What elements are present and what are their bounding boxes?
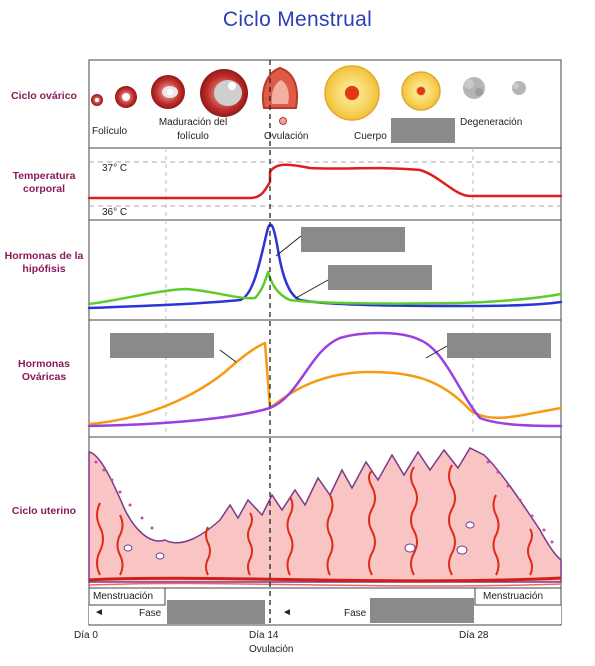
hidden-label-fsh <box>328 265 432 290</box>
row-label-pituitary: Hormonas de la hipófisis <box>4 250 84 275</box>
progesterone-curve <box>87 331 563 428</box>
label-degeneration: Degeneración <box>460 117 523 128</box>
temperature-low-mark: 36° C <box>102 207 128 218</box>
phase-right-arrow: ◄ <box>282 607 292 618</box>
row-label-ovarian-hormones: Hormonas Ováricas <box>18 358 70 383</box>
menstruation-right-box <box>474 587 562 606</box>
label-corpus: Cuerpo <box>354 131 387 142</box>
uterine-illustration <box>88 447 562 587</box>
endometrium-lining <box>88 447 562 583</box>
label-follicle: Folículo <box>92 126 128 137</box>
spiral-arteries <box>96 464 533 576</box>
hidden-phase-right <box>370 598 474 623</box>
phase-right-label: Fase <box>344 608 367 619</box>
row-label-uterine: Ciclo uterino <box>11 505 77 517</box>
phase-left-label: Fase <box>139 608 162 619</box>
diagram-title: Ciclo Menstrual <box>222 8 373 31</box>
basal-vessel <box>88 576 562 583</box>
hidden-label-corpus-type <box>391 118 455 143</box>
corpus-albicans-small-icon <box>512 81 526 95</box>
leader-lines <box>219 235 448 363</box>
corpus-albicans-large-icon <box>463 77 485 99</box>
fsh-curve <box>87 270 563 306</box>
day-0-label: Día 0 <box>74 630 98 641</box>
label-maturation: Maduración del folículo <box>158 117 228 142</box>
temperature-curve <box>87 163 563 200</box>
hidden-label-progesterone <box>447 333 551 358</box>
panel-frames <box>88 59 562 626</box>
temperature-reference-lines <box>89 161 561 207</box>
lh-curve <box>87 223 563 310</box>
estrogen-curve <box>87 341 563 426</box>
hidden-label-lh <box>301 227 405 252</box>
temperature-high-mark: 37° C <box>102 163 128 174</box>
follicle-large-icon <box>151 75 185 109</box>
shedding-dots <box>94 460 554 544</box>
row-label-temperature: Temperatura corporal <box>12 170 76 195</box>
hidden-phase-left <box>167 600 265 624</box>
basal-vessel-2 <box>88 582 562 587</box>
menstruation-left-label: Menstruación <box>93 591 154 602</box>
glands <box>123 521 475 560</box>
ovarian-cycle-icons <box>91 65 526 125</box>
temperature-panel <box>88 147 562 221</box>
phase-left-arrow: ◄ <box>94 607 104 618</box>
follicle-medium-icon <box>115 86 137 108</box>
day-28-label: Día 28 <box>459 630 489 641</box>
ovulation-day-label: Ovulación <box>249 644 294 655</box>
curves <box>87 163 563 428</box>
menstruation-left-box <box>88 587 166 606</box>
follicle-small-icon <box>91 94 103 106</box>
corpus-luteum-icon <box>324 65 380 121</box>
ovulation-icon <box>262 66 298 125</box>
menstruation-right-label: Menstruación <box>483 591 544 602</box>
row-label-ovarian: Ciclo ovárico <box>11 90 77 102</box>
follicle-mature-icon <box>200 69 248 117</box>
hidden-label-estrogen <box>110 333 214 358</box>
label-ovulation: Ovulación <box>264 131 309 142</box>
day-14-label: Día 14 <box>249 630 279 641</box>
corpus-luteum-regressing-icon <box>401 71 441 111</box>
